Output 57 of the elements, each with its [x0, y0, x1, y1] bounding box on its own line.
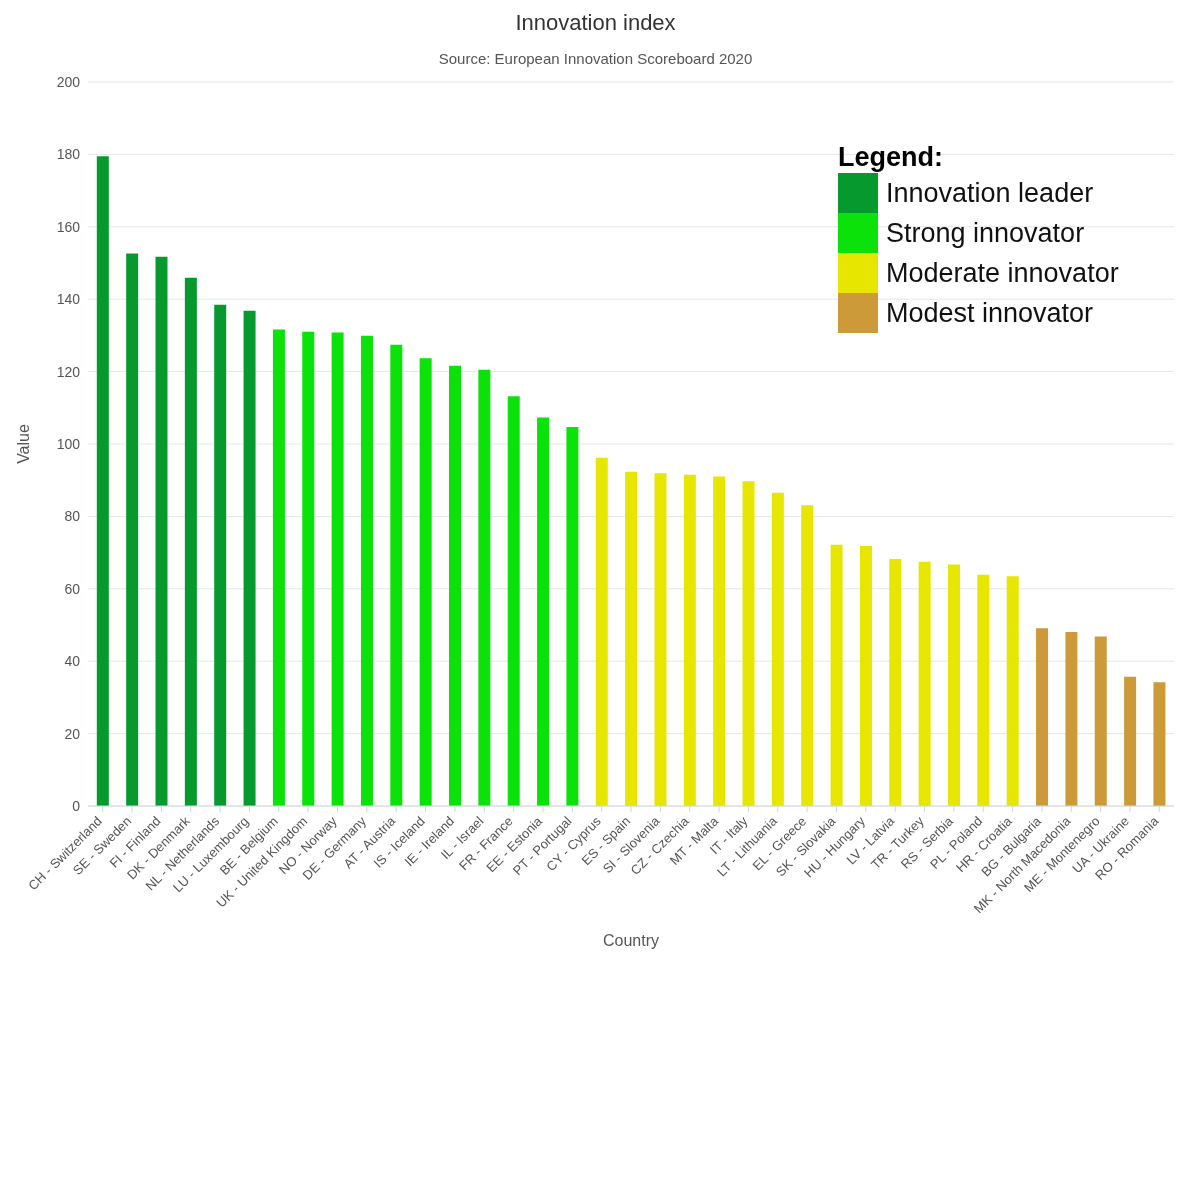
- legend-title: Legend:: [838, 142, 944, 173]
- chart-title: Innovation index: [514, 9, 677, 36]
- bar: [947, 564, 960, 806]
- chart-subtitle: Source: European Innovation Scoreboard 2020: [437, 50, 754, 67]
- bar: [360, 335, 373, 806]
- bar: [742, 481, 755, 806]
- bar: [507, 396, 520, 806]
- y-tick-label: 40: [64, 653, 81, 670]
- bar: [713, 476, 726, 806]
- y-tick-label: 180: [56, 146, 81, 163]
- bar: [683, 474, 696, 806]
- bar: [977, 574, 990, 806]
- legend-label: Strong innovator: [886, 217, 1085, 249]
- bar: [537, 417, 550, 806]
- bar: [1094, 636, 1107, 806]
- bar: [390, 344, 403, 806]
- bar: [449, 365, 462, 806]
- bar: [419, 358, 432, 806]
- bar: [1153, 682, 1166, 806]
- bar: [889, 559, 902, 806]
- bar: [155, 256, 168, 806]
- bar: [96, 156, 109, 806]
- bar: [771, 492, 784, 806]
- bar: [272, 329, 285, 806]
- y-tick-label: 100: [56, 435, 81, 452]
- bar: [126, 253, 139, 806]
- bar: [801, 505, 814, 806]
- y-tick-label: 60: [64, 580, 81, 597]
- bar: [1006, 576, 1019, 806]
- legend-label: Moderate innovator: [886, 257, 1119, 289]
- bar: [214, 304, 227, 806]
- bar: [625, 471, 638, 806]
- bar: [918, 561, 931, 806]
- y-axis-title: Value: [14, 424, 32, 464]
- bar: [478, 369, 491, 806]
- bar: [302, 331, 315, 806]
- legend-label: Modest innovator: [886, 297, 1094, 329]
- bar: [1124, 676, 1137, 806]
- y-tick-label: 0: [72, 797, 81, 814]
- bar: [830, 544, 843, 806]
- legend-label: Innovation leader: [886, 177, 1094, 209]
- y-tick-label: 160: [56, 218, 81, 235]
- y-tick-label: 120: [56, 363, 81, 380]
- y-tick-label: 200: [56, 73, 81, 90]
- bar: [1036, 628, 1049, 806]
- bar: [595, 457, 608, 806]
- bar: [184, 277, 197, 806]
- y-tick-label: 80: [64, 508, 81, 525]
- bar: [331, 332, 344, 806]
- bar: [859, 546, 872, 806]
- y-tick-label: 20: [64, 725, 81, 742]
- bar: [566, 426, 579, 806]
- y-tick-label: 140: [56, 291, 81, 308]
- bar: [654, 473, 667, 806]
- bar: [243, 310, 256, 806]
- x-axis-title: Country: [602, 932, 660, 949]
- bar: [1065, 631, 1078, 806]
